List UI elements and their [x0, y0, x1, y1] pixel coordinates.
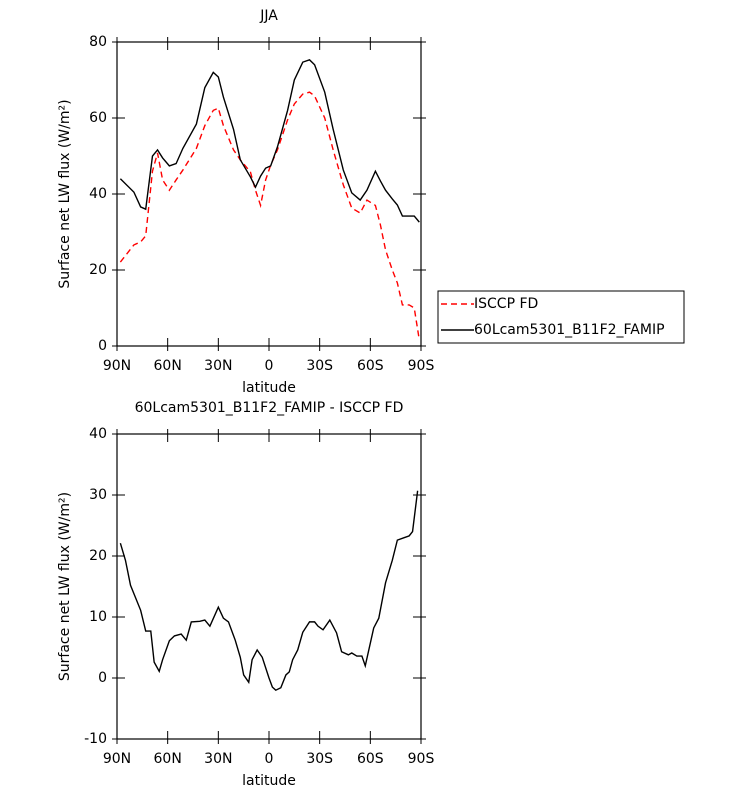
x-tick-label: 0 [265, 358, 274, 374]
x-tick-label: 90S [408, 358, 435, 374]
x-tick-label: 0 [265, 751, 274, 767]
legend: ISCCP FD 60Lcam5301_B11F2_FAMIP [437, 290, 685, 344]
y-tick-label: 80 [89, 34, 107, 50]
legend-label: ISCCP FD [474, 296, 538, 312]
y-axis-label: Surface net LW flux (W/m²) [57, 99, 73, 288]
legend-label: 60Lcam5301_B11F2_FAMIP [474, 322, 665, 338]
y-tick-label: -10 [84, 731, 107, 747]
y-tick-label: 10 [89, 609, 107, 625]
x-axis-label: latitude [242, 380, 296, 396]
x-tick-label: 60N [154, 751, 182, 767]
y-axis-label: Surface net LW flux (W/m²) [57, 492, 73, 681]
legend-box [437, 290, 685, 344]
x-tick-label: 90S [408, 751, 435, 767]
y-tick-label: 40 [89, 426, 107, 442]
x-tick-label: 30N [204, 358, 232, 374]
y-tick-label: 30 [89, 487, 107, 503]
x-axis-label: latitude [242, 773, 296, 789]
plot-frame [116, 433, 422, 740]
chart-title: 60Lcam5301_B11F2_FAMIP - ISCCP FD [135, 400, 404, 416]
x-tick-label: 60S [357, 751, 384, 767]
x-tick-label: 90N [103, 358, 131, 374]
x-tick-label: 30N [204, 751, 232, 767]
data-line [119, 490, 419, 692]
x-tick-label: 60N [154, 358, 182, 374]
y-tick-label: 20 [89, 548, 107, 564]
y-tick-label: 0 [98, 338, 107, 354]
y-tick-label: 40 [89, 186, 107, 202]
x-tick-label: 60S [357, 358, 384, 374]
x-tick-label: 30S [306, 751, 333, 767]
x-tick-label: 90N [103, 751, 131, 767]
chart-title: JJA [259, 8, 278, 24]
y-tick-label: 20 [89, 262, 107, 278]
plot-frame [116, 41, 422, 347]
y-tick-label: 60 [89, 110, 107, 126]
x-tick-label: 30S [306, 358, 333, 374]
data-line [119, 59, 420, 223]
y-tick-label: 0 [98, 670, 107, 686]
data-line [119, 91, 421, 341]
